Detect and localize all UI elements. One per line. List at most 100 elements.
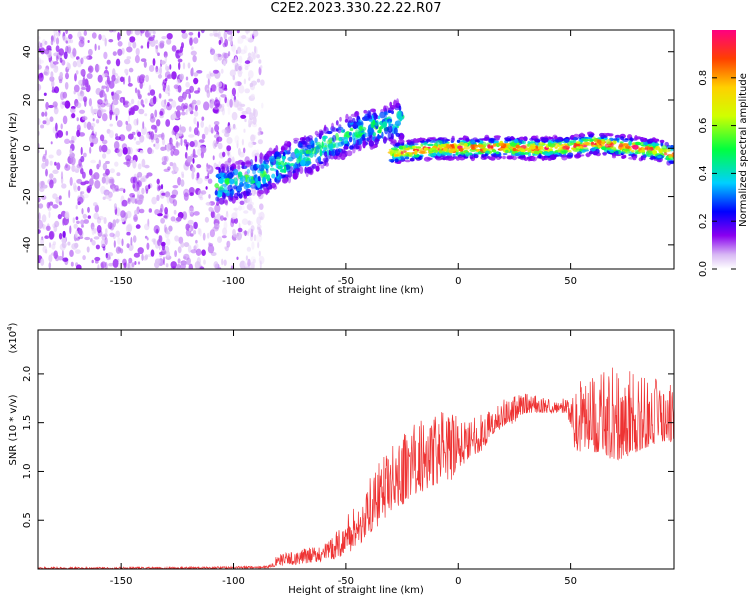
heatmap-signal-cell (248, 192, 252, 196)
heatmap-noise-cell (52, 241, 57, 246)
heatmap-signal-cell (470, 139, 476, 145)
heatmap-noise-cell (183, 242, 190, 248)
heatmap-noise-cell (112, 233, 116, 240)
heatmap-noise-cell (38, 229, 41, 234)
heatmap-noise-cell (234, 135, 240, 144)
heatmap-noise-cell (113, 203, 117, 210)
heatmap-noise-cell (249, 82, 254, 88)
heatmap-noise-cell (111, 74, 116, 82)
heatmap-signal-cell (488, 138, 495, 144)
heatmap-signal-cell (511, 155, 517, 161)
heatmap-noise-cell (109, 30, 114, 33)
heatmap-signal-cell (384, 113, 387, 120)
heatmap-noise-cell (108, 80, 115, 89)
heatmap-noise-cell (195, 243, 199, 249)
heatmap-noise-cell (192, 55, 197, 63)
heatmap-noise-cell (126, 30, 131, 36)
heatmap-noise-cell (71, 113, 76, 119)
heatmap-signal-cell (571, 147, 576, 151)
heatmap-noise-cell (48, 201, 51, 209)
colorbar-tick-label: 0.0 (698, 261, 709, 277)
heatmap-noise-cell (81, 224, 84, 228)
heatmap-noise-cell (148, 148, 155, 155)
heatmap-noise-cell (126, 46, 133, 53)
heatmap-noise-cell (236, 30, 240, 34)
heatmap-signal-cell (495, 151, 500, 155)
heatmap-signal-cell (227, 172, 234, 179)
heatmap-signal-cell (588, 134, 593, 137)
heatmap-signal-cell (628, 140, 632, 146)
heatmap-noise-cell (72, 217, 76, 224)
heatmap-signal-cell (391, 110, 394, 115)
heatmap-noise-cell (80, 90, 83, 95)
heatmap-noise-cell (214, 204, 221, 213)
heatmap-noise-cell (68, 33, 73, 40)
heatmap-signal-cell (472, 153, 476, 157)
heatmap-signal-cell (447, 157, 455, 161)
heatmap-noise-cell (105, 228, 108, 235)
heatmap-noise-cell (244, 66, 249, 71)
heatmap-noise-cell (260, 79, 265, 86)
heatmap-signal-cell (235, 185, 242, 193)
heatmap-noise-cell (202, 232, 206, 241)
heatmap-noise-cell (166, 195, 171, 204)
heatmap-noise-cell (101, 233, 108, 237)
heatmap-noise-cell (173, 84, 179, 89)
heatmap-noise-cell (200, 120, 204, 128)
heatmap-noise-cell (140, 45, 144, 49)
heatmap-noise-cell (231, 87, 236, 97)
heatmap-noise-cell (58, 79, 63, 84)
heatmap-signal-cell (218, 197, 225, 205)
heatmap-noise-cell (260, 216, 263, 220)
heatmap-noise-cell (139, 150, 144, 154)
heatmap-signal-cell (607, 147, 612, 151)
heatmap-noise-cell (181, 32, 188, 39)
heatmap-noise-cell (196, 70, 203, 74)
heatmap-noise-cell (160, 146, 166, 151)
heatmap-noise-cell (69, 148, 73, 155)
heatmap-noise-cell (155, 229, 159, 234)
heatmap-signal-cell (625, 145, 631, 149)
heatmap-noise-cell (176, 78, 181, 85)
heatmap-noise-cell (154, 209, 160, 215)
heatmap-noise-cell (250, 256, 256, 265)
heatmap-noise-cell (51, 86, 55, 91)
heatmap-noise-cell (75, 70, 79, 75)
heatmap-noise-cell (109, 104, 113, 114)
heatmap-signal-cell (363, 109, 368, 114)
heatmap-noise-cell (191, 99, 197, 105)
heatmap-noise-cell (181, 30, 186, 34)
heatmap-signal-cell (268, 186, 273, 190)
heatmap-signal-cell (414, 149, 418, 155)
heatmap-noise-cell (252, 149, 258, 158)
heatmap-noise-cell (70, 156, 76, 166)
heatmap-noise-cell (154, 125, 158, 134)
heatmap-noise-cell (49, 201, 54, 206)
heatmap-signal-cell (435, 140, 443, 145)
heatmap-signal-cell (519, 152, 527, 155)
heatmap-noise-cell (177, 176, 182, 186)
bottom-y-scale-label: (x104) (6, 322, 19, 353)
heatmap-signal-cell (566, 154, 571, 158)
heatmap-noise-cell (115, 218, 119, 224)
heatmap-noise-cell (221, 103, 225, 108)
heatmap-noise-cell (230, 265, 234, 269)
heatmap-noise-cell (82, 255, 86, 261)
heatmap-noise-cell (38, 219, 44, 229)
heatmap-noise-cell (256, 54, 260, 59)
heatmap-noise-cell (137, 131, 142, 137)
heatmap-noise-cell (172, 185, 179, 189)
heatmap-noise-cell (196, 172, 200, 179)
heatmap-noise-cell (77, 196, 84, 204)
heatmap-noise-cell (100, 239, 106, 247)
heatmap-noise-cell (38, 57, 42, 66)
heatmap-signal-cell (218, 167, 221, 174)
heatmap-signal-cell (649, 146, 654, 149)
heatmap-noise-cell (147, 147, 153, 155)
heatmap-signal-cell (347, 119, 354, 124)
heatmap-noise-cell (76, 264, 82, 269)
heatmap-noise-cell (122, 96, 126, 106)
heatmap-signal-cell (663, 152, 668, 156)
heatmap-noise-cell (84, 78, 89, 88)
heatmap-signal-cell (266, 150, 273, 157)
